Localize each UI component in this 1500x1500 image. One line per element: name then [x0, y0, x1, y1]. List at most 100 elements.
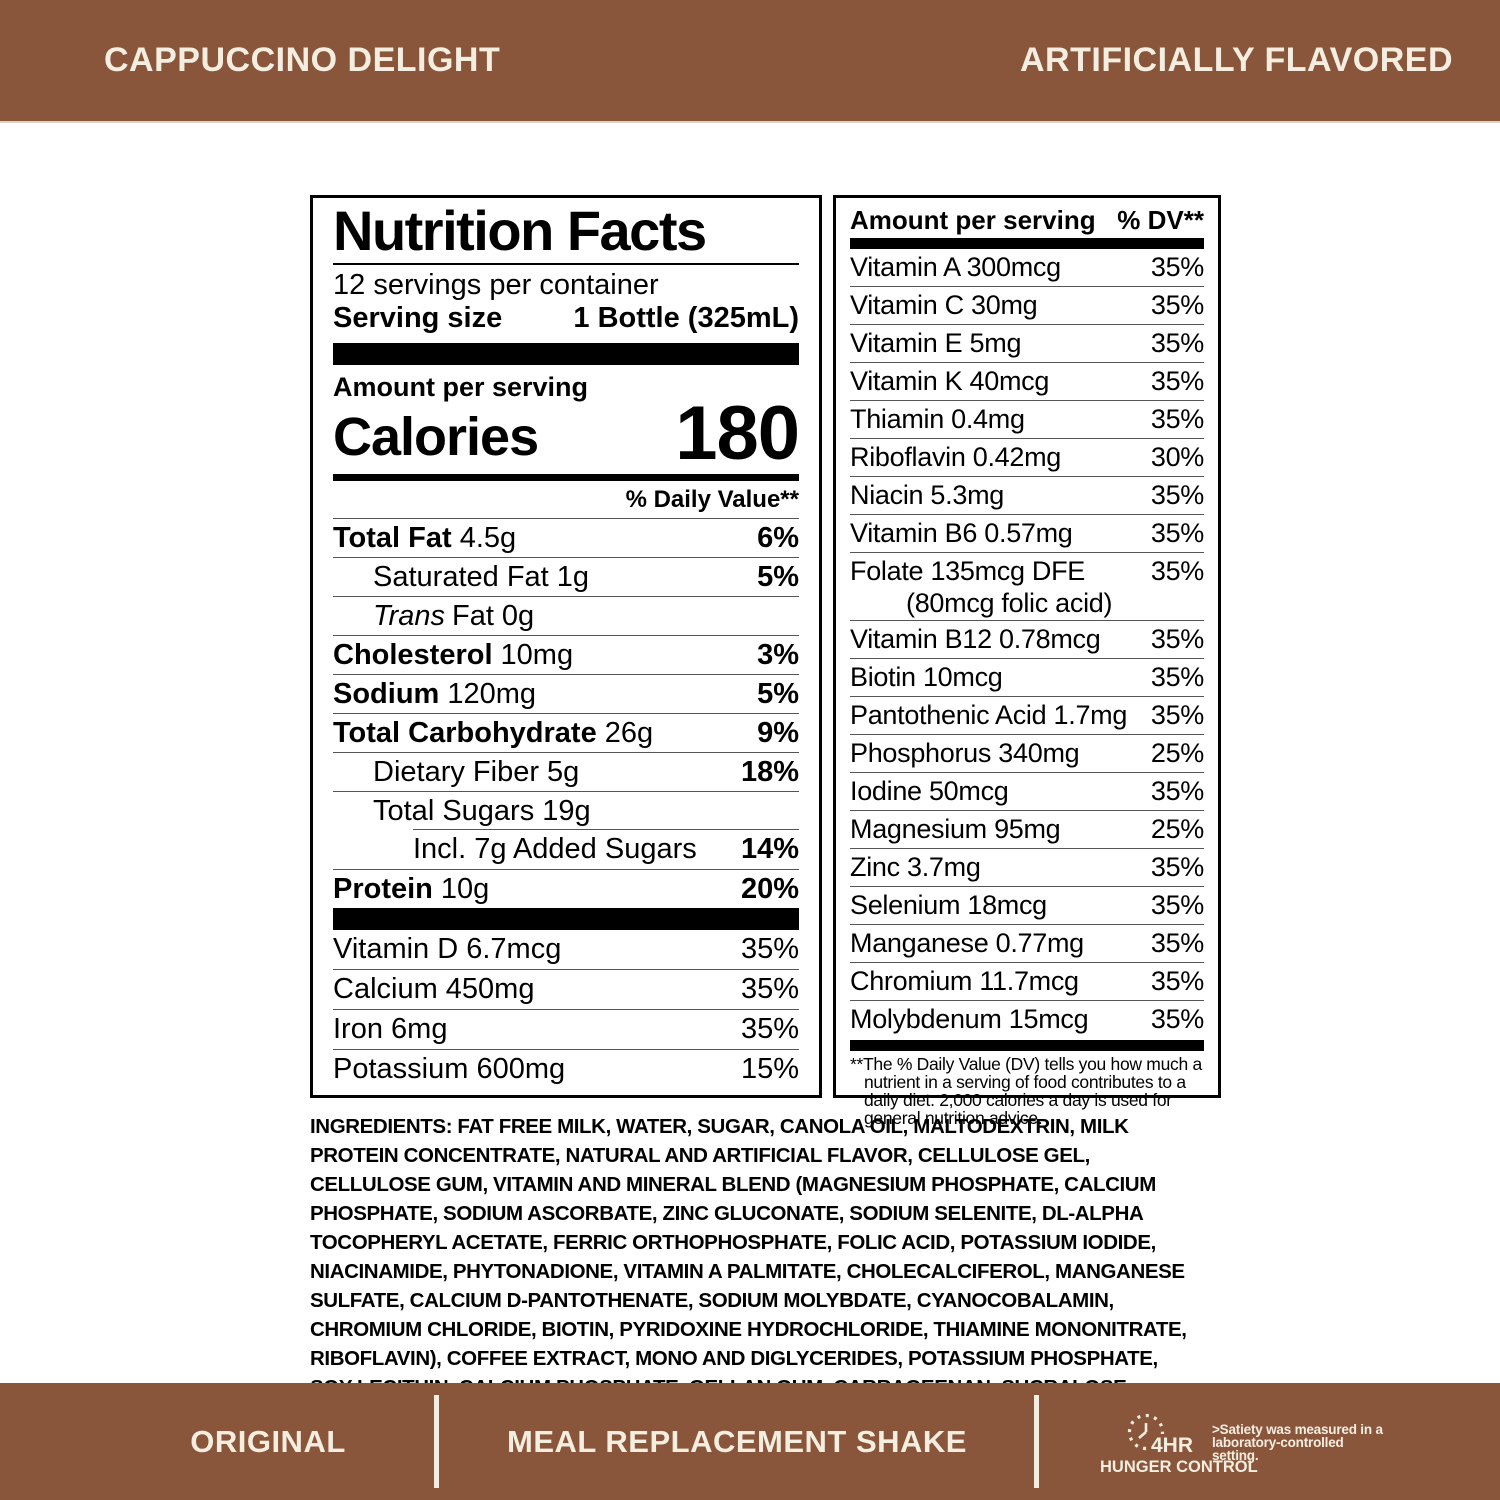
- daily-value-header: % Daily Value**: [625, 486, 799, 513]
- dv-header: % DV**: [1117, 205, 1204, 235]
- vitamin-rows: Vitamin A 300mcg 35% Vitamin C 30mg 35% …: [850, 249, 1204, 1038]
- serving-size-label: Serving size: [333, 302, 503, 334]
- nutrient-row: Total Sugars 19g: [333, 791, 799, 830]
- nutrient-name: Protein 10g: [333, 872, 490, 905]
- vitamin-name: Manganese 0.77mg: [850, 928, 1084, 958]
- vitamin-name: Vitamin B6 0.57mg: [850, 518, 1073, 548]
- ingredients-label: INGREDIENTS:: [310, 1115, 453, 1138]
- vitamin-row: Manganese 0.77mg 35%: [850, 924, 1204, 962]
- nutrient-name: Dietary Fiber 5g: [373, 755, 580, 788]
- nutrition-facts-panel: Nutrition Facts 12 servings per containe…: [310, 195, 822, 1098]
- ingredients-section: INGREDIENTS: FAT FREE MILK, WATER, SUGAR…: [310, 1112, 1198, 1460]
- vitamin-name: Vitamin B12 0.78mcg: [850, 624, 1101, 654]
- flavor-name: CAPPUCCINO DELIGHT: [104, 41, 501, 79]
- vitamin-daily-value: 35%: [1150, 290, 1204, 320]
- micronutrient-daily-value: 15%: [740, 1053, 799, 1085]
- calories-value: 180: [675, 391, 800, 476]
- bottom-banner: ORIGINAL MEAL REPLACEMENT SHAKE: [0, 1383, 1500, 1500]
- vitamin-daily-value: 35%: [1150, 624, 1204, 654]
- vitamin-daily-value: 35%: [1150, 852, 1204, 882]
- vitamin-row: Thiamin 0.4mg 35%: [850, 400, 1204, 438]
- top-banner: CAPPUCCINO DELIGHT ARTIFICIALLY FLAVORED: [0, 0, 1500, 123]
- micronutrient-name: Iron 6mg: [333, 1013, 448, 1045]
- vitamins-header: Amount per serving % DV**: [850, 202, 1204, 236]
- vitamin-row: Vitamin K 40mcg 35%: [850, 362, 1204, 400]
- vitamin-daily-value: 35%: [1150, 518, 1204, 548]
- artificially-flavored-note: ARTIFICIALLY FLAVORED: [1020, 41, 1453, 79]
- vitamin-name: Folate 135mcg DFE (80mcg folic acid): [850, 556, 1113, 618]
- vitamin-row: Niacin 5.3mg 35%: [850, 476, 1204, 514]
- amount-per-serving-label: Amount per serving: [333, 372, 589, 402]
- vitamin-daily-value: 35%: [1150, 1004, 1204, 1034]
- nutrient-daily-value: 5%: [757, 677, 799, 710]
- vitamin-row: Vitamin E 5mg 35%: [850, 324, 1204, 362]
- nutrient-name: Incl. 7g Added Sugars: [413, 833, 697, 865]
- vitamin-name: Iodine 50mcg: [850, 776, 1009, 806]
- thick-divider-bar: [333, 343, 799, 365]
- thick-divider-bar: [850, 1040, 1204, 1051]
- vitamin-name: Zinc 3.7mg: [850, 852, 981, 882]
- divider: [333, 474, 799, 481]
- badge-label: HUNGER CONTROL: [1100, 1458, 1258, 1476]
- micronutrient-row: Iron 6mg 35%: [333, 1009, 799, 1049]
- vitamin-daily-value: 35%: [1150, 252, 1204, 282]
- vitamin-row: Vitamin C 30mg 35%: [850, 286, 1204, 324]
- nutrient-row: Sodium 120mg 5%: [333, 674, 799, 713]
- nutrient-daily-value: 6%: [757, 521, 799, 554]
- vitamin-name: Pantothenic Acid 1.7mg: [850, 700, 1128, 730]
- nutrient-row: Cholesterol 10mg 3%: [333, 635, 799, 674]
- nutrient-name: Total Carbohydrate 26g: [333, 716, 654, 749]
- thick-divider-bar: [850, 238, 1204, 249]
- nutrient-row: Dietary Fiber 5g 18%: [333, 752, 799, 791]
- badge-hours: 4HR: [1150, 1434, 1195, 1458]
- vitamin-daily-value: 35%: [1150, 366, 1204, 396]
- nutrient-row: Total Carbohydrate 26g 9%: [333, 713, 799, 752]
- micronutrient-row: Vitamin D 6.7mcg 35%: [333, 930, 799, 969]
- nutrient-row: Incl. 7g Added Sugars 14%: [333, 829, 799, 869]
- micronutrient-row: Calcium 450mg 35%: [333, 969, 799, 1009]
- vitamin-daily-value: 35%: [1150, 928, 1204, 958]
- serving-size-value: 1 Bottle (325mL): [573, 302, 799, 334]
- divider: [434, 1395, 439, 1488]
- vitamin-daily-value: 35%: [1150, 404, 1204, 434]
- nutrient-row: Trans Fat 0g: [333, 596, 799, 635]
- vitamin-name: Vitamin K 40mcg: [850, 366, 1050, 396]
- vitamin-row: Magnesium 95mg 25%: [850, 810, 1204, 848]
- divider: [1034, 1395, 1039, 1488]
- vitamin-row: Molybdenum 15mcg 35%: [850, 1000, 1204, 1038]
- nutrient-name: Total Fat 4.5g: [333, 521, 517, 554]
- satiety-disclaimer: >Satiety was measured in a laboratory-co…: [1212, 1422, 1383, 1463]
- micronutrient-name: Calcium 450mg: [333, 973, 535, 1005]
- vitamin-name: Molybdenum 15mcg: [850, 1004, 1089, 1034]
- vitamin-daily-value: 35%: [1150, 556, 1204, 586]
- nutrient-daily-value: 14%: [740, 833, 799, 865]
- divider: [333, 263, 799, 265]
- vitamin-row: Vitamin A 300mcg 35%: [850, 249, 1204, 286]
- micronutrient-daily-value: 35%: [740, 1013, 799, 1045]
- thick-divider-bar: [333, 908, 799, 930]
- product-type-label: MEAL REPLACEMENT SHAKE: [507, 1423, 967, 1459]
- vitamin-daily-value: 25%: [1150, 814, 1204, 844]
- vitamin-subnote: (80mcg folic acid): [906, 588, 1113, 618]
- micronutrient-rows: Vitamin D 6.7mcg 35% Calcium 450mg 35% I…: [333, 930, 799, 1089]
- nutrient-row: Saturated Fat 1g 5%: [333, 557, 799, 596]
- vitamin-row: Zinc 3.7mg 35%: [850, 848, 1204, 886]
- vitamin-daily-value: 35%: [1150, 662, 1204, 692]
- calories-label: Calories: [333, 407, 539, 467]
- micronutrient-name: Vitamin D 6.7mcg: [333, 933, 562, 965]
- nutrient-daily-value: 18%: [740, 755, 799, 788]
- vitamin-row: Iodine 50mcg 35%: [850, 772, 1204, 810]
- vitamin-row: Phosphorus 340mg 25%: [850, 734, 1204, 772]
- vitamin-row: Pantothenic Acid 1.7mg 35%: [850, 696, 1204, 734]
- nutrient-rows: Total Fat 4.5g 6% Saturated Fat 1g 5% Tran…: [333, 518, 799, 908]
- vitamin-name: Vitamin C 30mg: [850, 290, 1038, 320]
- nutrient-name: Sodium 120mg: [333, 677, 537, 710]
- clock-icon: [1127, 1413, 1165, 1451]
- vitamin-daily-value: 35%: [1150, 966, 1204, 996]
- ingredients-text: FAT FREE MILK, WATER, SUGAR, CANOLA OIL,…: [310, 1115, 1187, 1428]
- vitamin-daily-value: 30%: [1150, 442, 1204, 472]
- vitamin-daily-value: 35%: [1150, 776, 1204, 806]
- nutrient-daily-value: 3%: [757, 638, 799, 671]
- calories-row: Calories 180: [333, 391, 800, 476]
